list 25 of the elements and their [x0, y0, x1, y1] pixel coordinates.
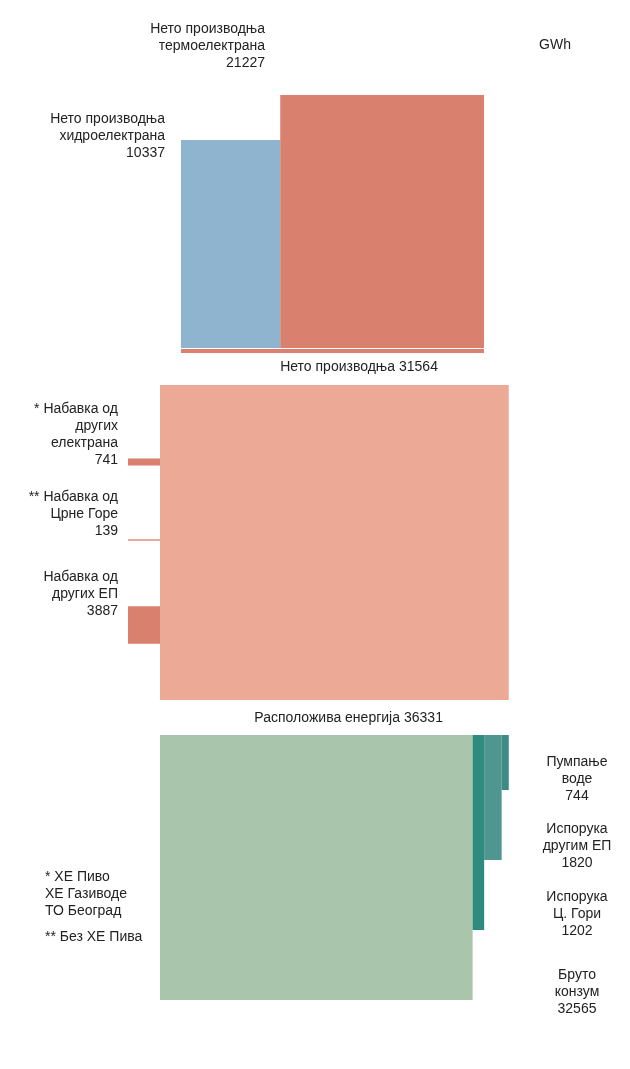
data-label: 31564 [399, 358, 439, 374]
data-label: 139 [94, 522, 119, 538]
category-label: Испорука другим ЕП [542, 820, 612, 853]
category-label: Бруто конзум [554, 966, 600, 999]
text: ** Без ХЕ Пива [45, 928, 143, 944]
category-label: Набавка од других ЕП [43, 568, 118, 601]
data-label: 32565 [557, 1000, 597, 1016]
category-label: Нето производња хидроелектрана [50, 110, 166, 143]
text: GWh [539, 36, 571, 52]
category-label: Нето производња [280, 358, 396, 374]
data-label: 1202 [561, 922, 593, 938]
category-label: Расположива енергија [254, 709, 401, 725]
category-label: Пумпање воде [546, 753, 608, 786]
data-label: 10337 [126, 144, 166, 160]
data-label: 741 [94, 451, 119, 467]
text: * ХЕ Пиво ХЕ Газиводе ТО Београд [45, 868, 128, 918]
data-label: 744 [565, 787, 589, 803]
data-label: 36331 [404, 709, 444, 725]
category-label: * Набавка од других електрана [34, 400, 119, 450]
category-label: ** Набавка од Црне Горе [28, 488, 119, 521]
data-label: 21227 [226, 54, 266, 70]
category-label: Испорука Ц. Гори [546, 888, 608, 921]
category-label: Нето производња термоелектрана [150, 20, 266, 53]
data-label: 1820 [561, 854, 593, 870]
data-label: 3887 [86, 602, 119, 618]
